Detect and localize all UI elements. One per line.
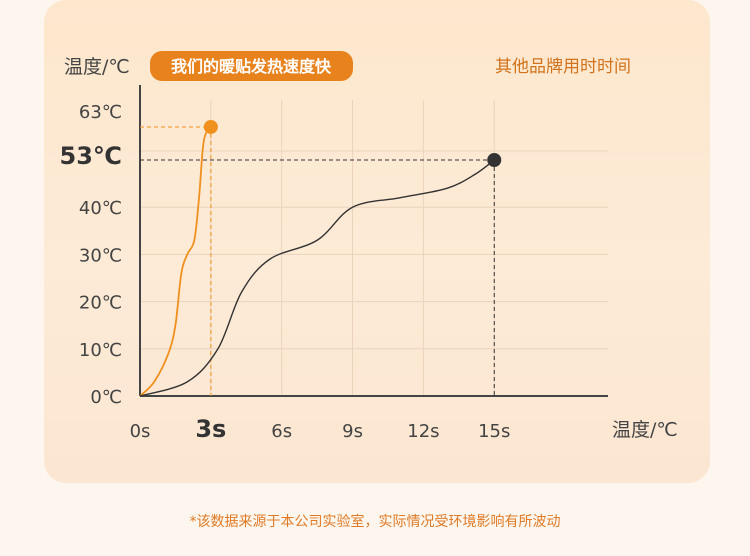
footer-note: *该数据来源于本公司实验室，实际情况受环境影响有所波动 (190, 513, 561, 530)
y-tick-label: 0℃ (90, 387, 122, 408)
others-series-line (139, 159, 495, 397)
chart-card (44, 0, 710, 483)
other-brand-label: 其他品牌用时时间 (495, 57, 631, 77)
y-tick-label: 30℃ (79, 245, 122, 266)
x-tick-label: 12s (407, 421, 439, 442)
others-end-point (487, 153, 502, 167)
our-label-badge: 我们的暖贴发热速度快 (150, 51, 353, 81)
x-tick-label: 15s (478, 421, 510, 442)
our-label-text: 我们的暖贴发热速度快 (171, 57, 332, 76)
y-tick-label: 10℃ (79, 340, 122, 361)
x-tick-label: 3s (195, 415, 226, 443)
x-tick-label: 6s (271, 421, 292, 442)
x-tick-label: 9s (342, 421, 363, 442)
y-tick-label: 53℃ (60, 142, 122, 170)
y-tick-label: 40℃ (79, 198, 122, 219)
y-tick-label: 63℃ (79, 102, 122, 123)
ours-end-point (203, 119, 218, 134)
y-tick-label: 20℃ (79, 293, 122, 314)
ours-series-line (139, 126, 212, 397)
x-axis-title: 温度/℃ (612, 419, 678, 441)
x-tick-label: 0s (130, 421, 151, 442)
y-axis-title: 温度/℃ (64, 56, 130, 78)
